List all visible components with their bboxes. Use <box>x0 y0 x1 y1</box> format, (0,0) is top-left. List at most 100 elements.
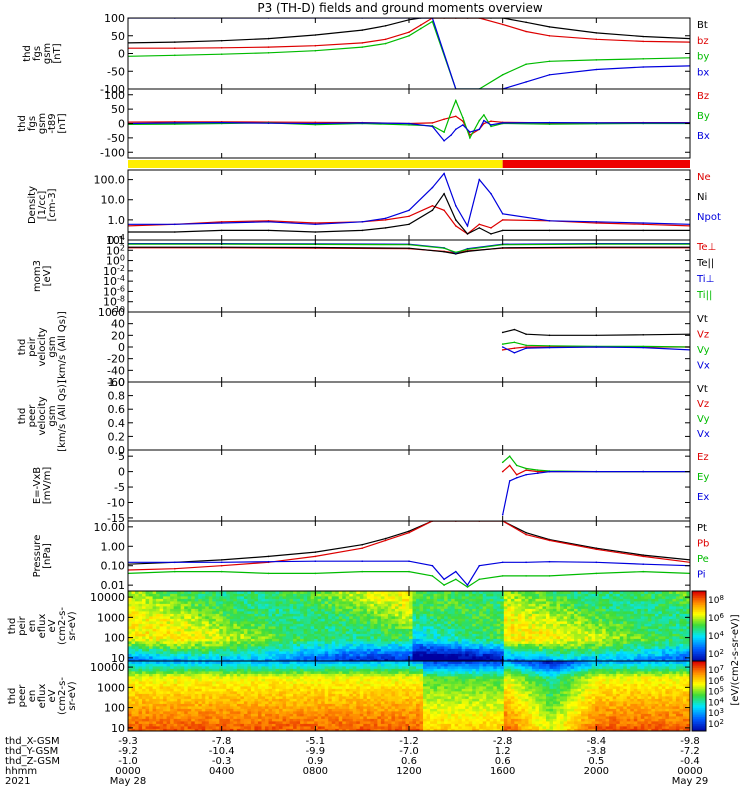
heatmap-cell <box>194 646 199 649</box>
heatmap-cell <box>250 618 255 622</box>
heatmap-cell <box>342 633 347 637</box>
heatmap-cell <box>208 656 213 659</box>
heatmap-cell <box>377 648 382 652</box>
heatmap-cell <box>180 598 185 602</box>
heatmap-cell <box>531 658 536 662</box>
heatmap-cell <box>257 651 262 654</box>
heatmap-cell <box>444 596 449 599</box>
heatmap-cell <box>549 618 554 622</box>
heatmap-cell <box>475 658 480 662</box>
heatmap-cell <box>423 611 427 614</box>
heatmap-cell <box>370 628 375 632</box>
heatmap-cell <box>170 633 175 637</box>
heatmap-cell <box>243 593 248 597</box>
heatmap-cell <box>184 606 189 609</box>
heatmap-cell <box>380 653 385 657</box>
heatmap-cell <box>352 651 357 654</box>
heatmap-cell <box>191 611 196 614</box>
heatmap-cell <box>419 601 424 604</box>
heatmap-cell <box>286 606 290 609</box>
heatmap-cell <box>602 598 607 602</box>
heatmap-cell <box>282 658 287 662</box>
heatmap-cell <box>159 633 164 637</box>
heatmap-cell <box>264 593 269 597</box>
heatmap-cell <box>219 623 224 627</box>
heatmap-cell <box>317 611 322 614</box>
heatmap-cell <box>215 613 220 617</box>
heatmap-cell <box>170 618 175 622</box>
heatmap-cell <box>612 633 617 637</box>
heatmap-cell <box>528 608 533 612</box>
heatmap-cell <box>412 608 417 612</box>
heatmap-cell <box>261 631 266 634</box>
heatmap-cell <box>187 598 192 602</box>
heatmap-cell <box>324 596 329 599</box>
heatmap-cell <box>584 653 589 657</box>
heatmap-cell <box>264 603 269 607</box>
data-point-Ne <box>595 222 598 224</box>
heatmap-cell <box>640 631 645 634</box>
heatmap-cell <box>384 601 389 604</box>
heatmap-cell <box>247 628 252 632</box>
legend-entry: Bx <box>697 131 710 142</box>
heatmap-cell <box>198 601 203 604</box>
heatmap-cell <box>373 636 378 639</box>
heatmap-cell <box>528 593 533 597</box>
data-point-Bx <box>431 125 434 128</box>
heatmap-cell <box>314 623 319 627</box>
heatmap-cell <box>338 633 343 637</box>
heatmap-cell <box>317 601 322 604</box>
heatmap-cell <box>293 631 297 634</box>
data-point-Npot <box>490 192 492 195</box>
heatmap-cell <box>563 653 568 657</box>
heatmap-cell <box>131 653 136 657</box>
heatmap-cell <box>387 643 392 647</box>
heatmap-cell <box>268 643 273 647</box>
heatmap-cell <box>626 651 631 654</box>
heatmap-cell <box>644 651 649 654</box>
heatmap-cell <box>328 628 333 632</box>
heatmap-cell <box>535 608 540 612</box>
heatmap-cell <box>247 626 252 629</box>
heatmap-cell <box>433 608 438 612</box>
heatmap-cell <box>475 601 480 604</box>
heatmap-cell <box>279 596 283 599</box>
heatmap-cell <box>500 613 505 617</box>
heatmap-cell <box>401 628 406 632</box>
heatmap-cell <box>366 638 371 642</box>
heatmap-cell <box>602 601 607 604</box>
heatmap-cell <box>356 633 361 637</box>
heatmap-cell <box>128 621 132 624</box>
heatmap-cell <box>247 611 252 614</box>
heatmap-cell <box>619 646 624 649</box>
heatmap-cell <box>219 651 224 654</box>
heatmap-cell <box>268 616 273 619</box>
heatmap-cell <box>177 598 182 602</box>
heatmap-cell <box>553 646 557 649</box>
heatmap-cell <box>426 611 431 614</box>
heatmap-cell <box>272 608 276 612</box>
heatmap-cell <box>486 598 491 602</box>
heatmap-cell <box>170 641 175 644</box>
heatmap-cell <box>222 601 227 604</box>
heatmap-cell <box>352 648 357 652</box>
heatmap-cell <box>447 636 452 639</box>
heatmap-cell <box>595 648 600 652</box>
heatmap-cell <box>317 621 322 624</box>
heatmap-cell <box>335 643 340 647</box>
heatmap-cell <box>489 631 494 634</box>
heatmap-cell <box>324 621 329 624</box>
heatmap-cell <box>356 593 361 597</box>
data-point-Bx <box>408 122 410 125</box>
heatmap-cell <box>243 601 248 604</box>
data-point-bz <box>525 30 527 33</box>
heatmap-cell <box>405 611 410 614</box>
heatmap-cell <box>272 626 276 629</box>
heatmap-cell <box>412 591 417 594</box>
heatmap-cell <box>184 638 189 642</box>
heatmap-cell <box>451 653 456 657</box>
heatmap-cell <box>412 613 417 617</box>
heatmap-cell <box>405 658 410 662</box>
heatmap-cell <box>363 656 368 659</box>
heatmap-cell <box>588 631 593 634</box>
